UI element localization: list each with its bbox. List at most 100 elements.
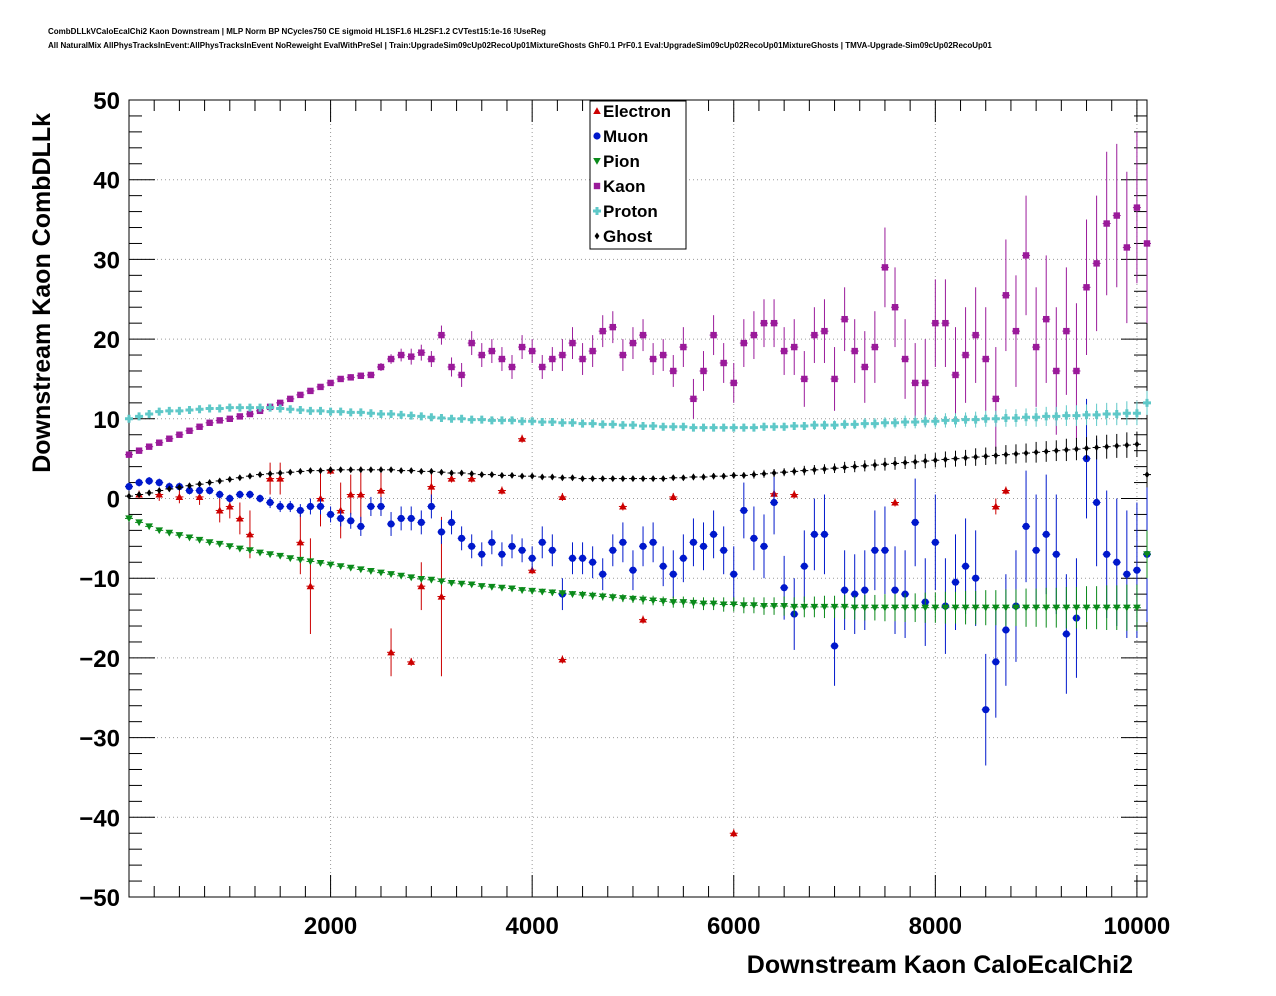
y-tick-label: 10 bbox=[93, 407, 120, 434]
point-muon bbox=[236, 490, 244, 499]
point-proton bbox=[649, 421, 658, 430]
point-pion bbox=[447, 579, 456, 587]
point-pion bbox=[961, 604, 970, 612]
point-pion bbox=[1133, 604, 1141, 612]
point-ghost bbox=[731, 471, 737, 479]
point-muon bbox=[337, 514, 345, 523]
point-kaon bbox=[488, 347, 496, 355]
point-ghost bbox=[1063, 446, 1069, 454]
point-ghost bbox=[711, 472, 716, 480]
point-ghost bbox=[217, 477, 223, 485]
point-kaon bbox=[549, 355, 556, 363]
point-pion bbox=[840, 603, 849, 611]
point-proton bbox=[860, 419, 869, 428]
point-proton bbox=[840, 420, 849, 429]
point-kaon bbox=[478, 351, 485, 359]
point-pion bbox=[316, 560, 325, 567]
point-pion bbox=[528, 587, 536, 595]
point-kaon bbox=[589, 347, 596, 355]
point-ghost bbox=[580, 475, 585, 483]
point-pion bbox=[125, 515, 133, 523]
point-proton bbox=[407, 411, 416, 420]
point-pion bbox=[548, 589, 557, 597]
point-muon bbox=[185, 486, 194, 495]
point-electron bbox=[296, 538, 305, 546]
point-electron bbox=[437, 592, 446, 600]
point-muon bbox=[276, 502, 284, 511]
point-proton bbox=[870, 419, 879, 428]
point-kaon bbox=[347, 374, 354, 381]
point-pion bbox=[891, 604, 899, 612]
point-proton bbox=[1082, 410, 1091, 419]
point-ghost bbox=[781, 468, 787, 476]
point-electron bbox=[175, 493, 184, 500]
point-muon bbox=[316, 502, 325, 511]
point-ghost bbox=[1084, 444, 1089, 452]
point-kaon bbox=[196, 423, 203, 430]
point-ghost bbox=[318, 467, 323, 475]
point-kaon bbox=[599, 327, 606, 335]
point-electron bbox=[417, 582, 426, 590]
point-proton bbox=[820, 421, 829, 430]
point-proton bbox=[336, 407, 345, 416]
point-ghost bbox=[257, 471, 263, 479]
point-muon bbox=[125, 482, 133, 491]
point-kaon bbox=[730, 379, 737, 387]
point-kaon bbox=[760, 319, 768, 327]
point-kaon bbox=[508, 363, 516, 371]
point-proton bbox=[891, 418, 900, 427]
point-muon bbox=[377, 502, 385, 511]
point-ghost bbox=[459, 469, 465, 477]
point-electron bbox=[276, 474, 284, 482]
point-proton bbox=[759, 422, 768, 431]
point-muon bbox=[951, 578, 960, 586]
point-muon bbox=[347, 517, 355, 525]
y-tick-label: 50 bbox=[93, 88, 120, 115]
point-proton bbox=[921, 417, 930, 426]
point-pion bbox=[165, 529, 174, 537]
point-proton bbox=[679, 422, 688, 431]
point-kaon bbox=[851, 347, 858, 355]
point-ghost bbox=[963, 454, 968, 462]
point-ghost bbox=[338, 466, 344, 474]
point-ghost bbox=[408, 467, 414, 475]
point-ghost bbox=[529, 472, 535, 480]
point-electron bbox=[992, 502, 1000, 510]
point-muon bbox=[468, 542, 476, 550]
legend-label-ghost: Ghost bbox=[603, 227, 652, 246]
point-kaon bbox=[801, 375, 808, 383]
point-proton bbox=[185, 406, 194, 415]
y-tick-label: −50 bbox=[79, 885, 120, 912]
x-tick-label: 10000 bbox=[1104, 913, 1171, 940]
point-muon bbox=[306, 502, 315, 511]
point-kaon bbox=[176, 431, 183, 438]
point-ghost bbox=[691, 473, 696, 481]
point-muon bbox=[659, 562, 667, 570]
point-proton bbox=[729, 423, 738, 432]
point-kaon bbox=[518, 343, 526, 351]
point-muon bbox=[770, 498, 778, 507]
series-layer bbox=[125, 131, 1151, 838]
point-ghost bbox=[1114, 442, 1120, 450]
point-ghost bbox=[892, 459, 898, 467]
point-muon bbox=[972, 574, 980, 582]
point-proton bbox=[256, 403, 265, 412]
point-pion bbox=[699, 600, 708, 608]
point-pion bbox=[740, 602, 748, 610]
point-pion bbox=[1123, 604, 1131, 612]
point-ghost bbox=[358, 466, 364, 474]
point-muon bbox=[538, 538, 546, 546]
point-ghost bbox=[983, 452, 989, 460]
point-ghost bbox=[499, 471, 505, 479]
point-pion bbox=[860, 604, 869, 612]
header-line-2: All NaturalMix AllPhysTracksInEvent:AllP… bbox=[48, 41, 992, 50]
point-ghost bbox=[328, 466, 333, 474]
point-muon bbox=[649, 538, 657, 546]
point-muon bbox=[740, 506, 748, 515]
point-ghost bbox=[368, 466, 374, 474]
point-ghost bbox=[973, 453, 979, 461]
point-ghost bbox=[509, 471, 515, 479]
header-line-1: CombDLLkVCaloEcalChi2 Kaon Downstream | … bbox=[48, 27, 546, 36]
point-ghost bbox=[842, 463, 848, 471]
y-tick-label: 0 bbox=[107, 487, 120, 514]
